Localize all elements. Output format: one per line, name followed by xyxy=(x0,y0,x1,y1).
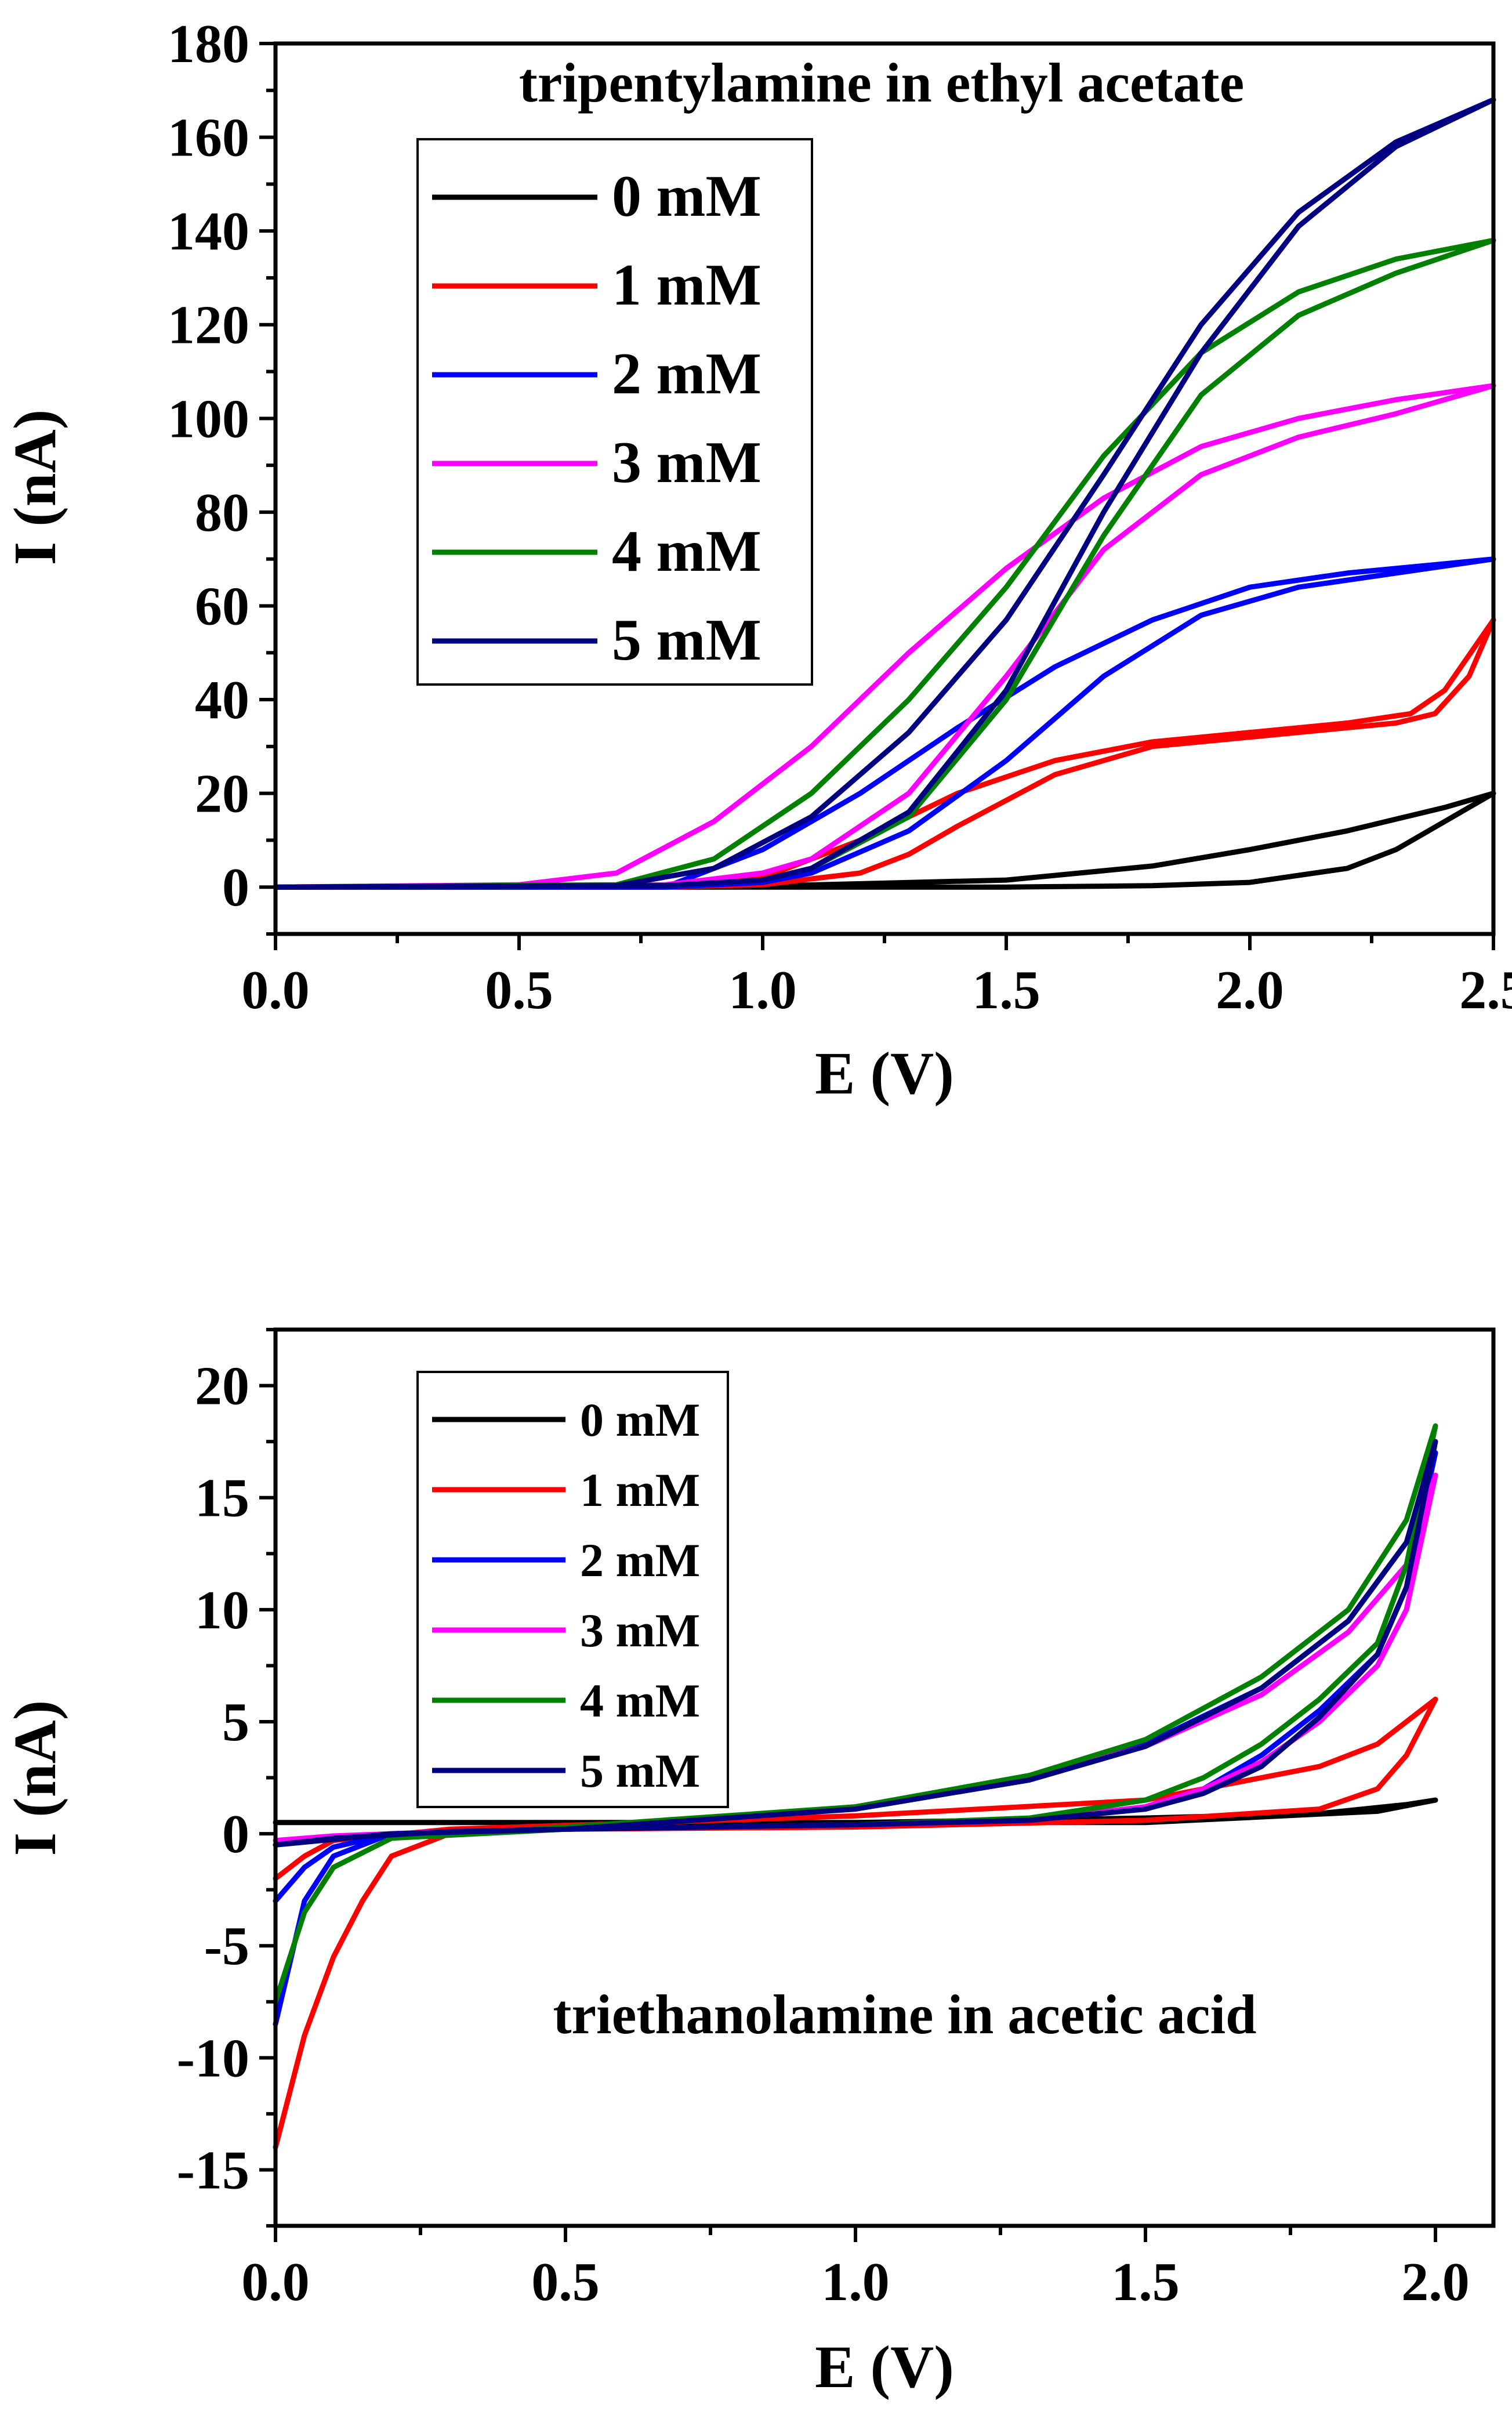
y-tick-label: 20 xyxy=(195,764,249,824)
y-axis-title: I (nA) xyxy=(2,1700,68,1856)
y-tick-label: -5 xyxy=(204,1916,249,1976)
legend-label-0mM: 0 mM xyxy=(612,164,762,229)
y-tick-label: 80 xyxy=(195,483,249,543)
y-tick-label: -10 xyxy=(177,2028,249,2088)
chart-title: tripentylamine in ethyl acetate xyxy=(519,52,1244,114)
y-tick-label: 10 xyxy=(195,1580,249,1641)
x-tick-label: 1.0 xyxy=(728,960,797,1020)
y-tick-label: 5 xyxy=(222,1692,249,1752)
y-tick-label: 15 xyxy=(195,1468,249,1529)
series-line-5mM xyxy=(273,1439,1438,1848)
y-tick-label: 0 xyxy=(222,1804,249,1864)
x-tick-label: 1.5 xyxy=(972,960,1040,1020)
x-tick-label: 2.0 xyxy=(1216,960,1284,1020)
x-axis-title: E (V) xyxy=(815,2334,954,2400)
legend-label-3mM: 3 mM xyxy=(612,430,762,495)
legend-label-3mM: 3 mM xyxy=(580,1604,700,1657)
x-tick-label: 0.0 xyxy=(241,2252,310,2312)
chart-panel-top: 0.0 0.5 1.0 1.5 2.0 2.5 0 20 40 60 80 100 120 140 160… xyxy=(2,14,1512,1107)
x-tick-label: 2.0 xyxy=(1401,2252,1470,2312)
legend-label-5mM: 5 mM xyxy=(612,607,762,673)
y-tick-label: 20 xyxy=(195,1356,249,1417)
x-tick-label: 1.5 xyxy=(1111,2252,1180,2312)
y-tick-label: 100 xyxy=(168,389,249,449)
legend-box xyxy=(416,138,813,686)
y-axis-title: I (nA) xyxy=(2,410,68,566)
y-tick-label: 60 xyxy=(195,576,249,636)
x-axis-title: E (V) xyxy=(815,1040,954,1107)
legend-label-5mM: 5 mM xyxy=(580,1744,700,1797)
legend-label-2mM: 2 mM xyxy=(612,341,762,407)
y-axis-ticks: 0 20 40 60 80 100 120 140 160 180 xyxy=(168,14,275,936)
legend-label-4mM: 4 mM xyxy=(580,1674,700,1727)
series-line-0mM xyxy=(273,1797,1438,1826)
series-line-1mM xyxy=(273,617,1496,890)
plot-area xyxy=(273,1423,1438,2150)
y-axis-ticks: -15 -10 -5 0 5 10 15 20 xyxy=(177,1328,275,2228)
x-tick-label: 0.5 xyxy=(485,960,553,1020)
y-tick-label: 120 xyxy=(168,295,249,356)
x-tick-label: 0.5 xyxy=(531,2252,600,2312)
legend-label-1mM: 1 mM xyxy=(612,252,762,318)
y-tick-label: 140 xyxy=(168,201,249,262)
legend-label-2mM: 2 mM xyxy=(580,1534,700,1587)
x-tick-label: 1.0 xyxy=(821,2252,890,2312)
x-tick-label: 0.0 xyxy=(241,960,310,1020)
y-tick-label: 160 xyxy=(168,108,249,168)
series-line-3mM xyxy=(273,383,1496,890)
legend-label-0mM: 0 mM xyxy=(580,1393,700,1446)
legend: 0 mM 1 mM 2 mM 3 mM 4 mM 5 mM xyxy=(416,138,813,686)
x-tick-label: 2.5 xyxy=(1459,960,1512,1020)
legend-label-1mM: 1 mM xyxy=(580,1464,700,1516)
legend-box xyxy=(416,1371,729,1808)
x-axis-ticks: 0.0 0.5 1.0 1.5 2.0 xyxy=(241,2226,1470,2312)
legend-label-4mM: 4 mM xyxy=(612,519,762,584)
y-tick-label: -15 xyxy=(177,2140,249,2200)
chart-title: triethanolamine in acetic acid xyxy=(553,1983,1256,2045)
legend: 0 mM 1 mM 2 mM 3 mM 4 mM 5 mM xyxy=(416,1371,729,1808)
chart-panel-bottom: 0.0 0.5 1.0 1.5 2.0 -15 -10 -5 0 5 10 15 20 trietha… xyxy=(2,1327,1496,2400)
x-axis-ticks: 0.0 0.5 1.0 1.5 2.0 2.5 xyxy=(241,934,1512,1020)
y-tick-label: 0 xyxy=(222,857,249,918)
series-line-0mM xyxy=(273,791,1496,890)
y-tick-label: 180 xyxy=(168,14,249,74)
y-tick-label: 40 xyxy=(195,670,249,730)
